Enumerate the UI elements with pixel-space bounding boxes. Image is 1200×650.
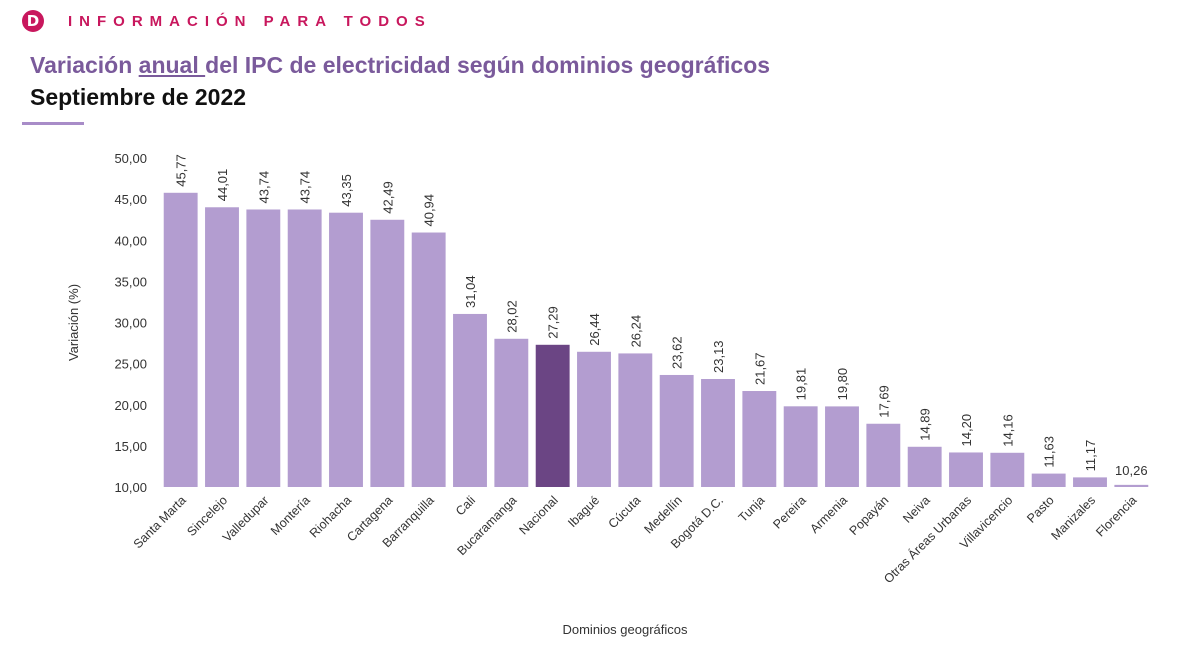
title-divider <box>22 122 84 125</box>
bar <box>453 313 487 487</box>
x-axis-title: Dominios geográficos <box>562 622 688 637</box>
bar <box>163 192 198 487</box>
bar-value-label: 26,24 <box>628 315 643 348</box>
bar-value-label: 11,17 <box>1083 440 1098 472</box>
y-tick-label: 15,00 <box>114 439 147 454</box>
bar-value-label: 10,26 <box>1115 463 1148 478</box>
x-tick-label: Cali <box>453 493 478 518</box>
brand-tagline: INFORMACIÓN PARA TODOS <box>68 12 432 30</box>
x-tick-label: Pereira <box>770 493 808 531</box>
bar <box>287 209 322 487</box>
bar <box>370 219 405 487</box>
y-tick-label: 50,00 <box>114 151 147 166</box>
bar-value-label: 44,01 <box>215 169 230 202</box>
y-tick-label: 30,00 <box>114 316 147 331</box>
bar-value-label: 28,02 <box>504 300 519 333</box>
x-tick-label: Santa Marta <box>131 493 189 551</box>
x-tick-label: Florencia <box>1093 493 1139 539</box>
bar-value-label: 11,63 <box>1042 436 1057 468</box>
y-axis-title: Variación (%) <box>66 284 81 361</box>
bar-value-label: 14,89 <box>918 408 933 441</box>
bar <box>1031 473 1066 487</box>
y-tick-label: 40,00 <box>114 233 147 248</box>
y-tick-label: 35,00 <box>114 274 147 289</box>
title-underlined-word: anual <box>138 52 206 78</box>
bar <box>205 207 239 487</box>
bar-value-label: 23,13 <box>711 340 726 373</box>
bar <box>246 209 281 487</box>
bar <box>535 344 570 487</box>
bar <box>701 379 735 487</box>
y-tick-label: 25,00 <box>114 357 147 372</box>
bar <box>742 391 777 487</box>
bar-value-label: 26,44 <box>587 313 602 346</box>
bar-value-label: 31,04 <box>463 275 478 308</box>
bar-value-label: 17,69 <box>876 385 891 418</box>
bar-value-label: 42,49 <box>380 181 395 214</box>
bar <box>1114 484 1149 487</box>
x-tick-label: Montería <box>268 493 313 538</box>
bar <box>659 374 694 487</box>
bar <box>866 423 901 487</box>
bar-value-label: 43,35 <box>339 174 354 207</box>
x-tick-label: Neiva <box>900 493 933 526</box>
x-tick-label: Pasto <box>1024 493 1057 526</box>
x-tick-label: Armenia <box>807 493 850 536</box>
x-tick-label: Manizales <box>1048 493 1098 543</box>
bar-value-label: 45,77 <box>174 154 189 187</box>
bar <box>907 446 942 487</box>
bar <box>411 232 446 487</box>
bar-value-label: 14,16 <box>1000 414 1015 447</box>
bar-value-label: 40,94 <box>422 194 437 227</box>
x-tick-label: Tunja <box>736 493 768 525</box>
bar <box>783 406 818 487</box>
bar <box>618 353 653 487</box>
bar-value-label: 21,67 <box>752 352 767 385</box>
bar <box>990 452 1025 487</box>
bar-value-label: 27,29 <box>546 306 561 339</box>
bar <box>494 338 529 487</box>
x-tick-label: Nacional <box>516 493 560 537</box>
header: D INFORMACIÓN PARA TODOS <box>22 10 432 32</box>
bar <box>949 452 983 487</box>
x-tick-label: Popayán <box>847 493 892 538</box>
y-tick-label: 45,00 <box>114 192 147 207</box>
bar <box>1073 477 1107 487</box>
bar-value-label: 23,62 <box>670 336 685 369</box>
title-part1: Variación <box>30 52 139 78</box>
chart-title: Variación anual del IPC de electricidad … <box>30 52 770 79</box>
bar-value-label: 43,74 <box>298 171 313 204</box>
bar-value-label: 19,80 <box>835 368 850 401</box>
title-part2: del IPC de electricidad según dominios g… <box>205 52 771 78</box>
x-tick-label: Cúcuta <box>606 493 644 531</box>
logo-icon: D <box>22 10 44 32</box>
bar <box>825 406 859 487</box>
bar <box>329 212 363 488</box>
bar <box>577 351 611 487</box>
y-tick-label: 20,00 <box>114 398 147 413</box>
bar-value-label: 14,20 <box>959 414 974 447</box>
bar-value-label: 19,81 <box>794 368 809 401</box>
chart-subtitle: Septiembre de 2022 <box>30 84 247 110</box>
x-tick-label: Ibagué <box>565 493 602 530</box>
y-tick-label: 10,00 <box>114 480 147 495</box>
bar-value-label: 43,74 <box>256 171 271 204</box>
